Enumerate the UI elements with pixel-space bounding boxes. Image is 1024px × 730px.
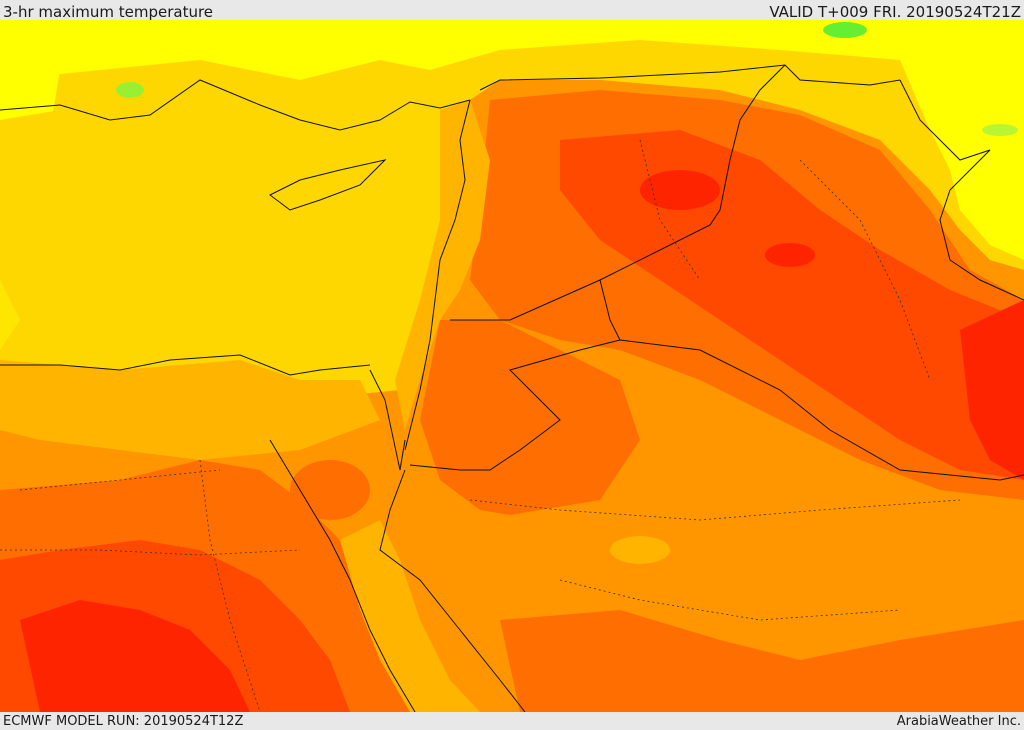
province-line-3 (469, 499, 961, 521)
saudi-south-hot (500, 610, 1024, 712)
red-sea-east-coast (379, 469, 526, 712)
mediterranean-sea (0, 80, 450, 375)
north-yellow-strip (0, 20, 1024, 90)
syria-iraq-border (450, 64, 786, 321)
iran-iraq-border (899, 79, 1024, 301)
green-spot-1 (823, 22, 867, 38)
saudi-light-patch (610, 536, 670, 564)
province-line-4 (559, 579, 901, 621)
cyprus-outline (269, 159, 387, 211)
levant-coast-light (395, 100, 490, 430)
iraq-red-spot (765, 243, 815, 267)
jordan-saudi-border (409, 339, 621, 471)
sinai-hot (290, 460, 370, 520)
israel-egypt-border (369, 369, 406, 471)
province-line-2 (199, 459, 261, 712)
iraq-red-core (560, 130, 1024, 480)
egypt-coastline (0, 354, 371, 376)
red-sea-west-coast (269, 439, 416, 712)
map-footer: ECMWF MODEL RUN: 20190524T12Z ArabiaWeat… (0, 712, 1024, 729)
red-sea (340, 520, 480, 712)
northeast-yellow (900, 60, 1024, 260)
syria-turkey-border (479, 64, 901, 91)
credit-label: ArabiaWeather Inc. (896, 714, 1021, 729)
syria-red-spot (640, 170, 720, 210)
map-canvas (0, 20, 1024, 712)
valid-time-label: VALID T+009 FRI. 20190524T21Z (769, 3, 1021, 21)
iraq-deep-red-east (960, 300, 1024, 480)
iraq-jordan-saudi-border (599, 279, 1024, 481)
sea-west-yellow (0, 280, 20, 350)
south-west-deep-red (20, 600, 250, 712)
province-line-6 (639, 139, 701, 281)
temperature-map[interactable] (0, 20, 1024, 712)
map-header: 3-hr maximum temperature VALID T+009 FRI… (0, 0, 1024, 21)
province-line-1 (0, 549, 301, 556)
green-spot-3 (982, 124, 1018, 136)
province-lines (0, 139, 961, 712)
green-spot-2 (116, 82, 144, 98)
levant-coastline (404, 99, 471, 451)
turkey-coast (0, 79, 471, 131)
egypt-north-band (0, 360, 380, 460)
map-title: 3-hr maximum temperature (3, 3, 214, 21)
model-run-label: ECMWF MODEL RUN: 20190524T12Z (3, 714, 244, 729)
country-borders (0, 64, 1024, 712)
province-line-7 (19, 469, 221, 491)
